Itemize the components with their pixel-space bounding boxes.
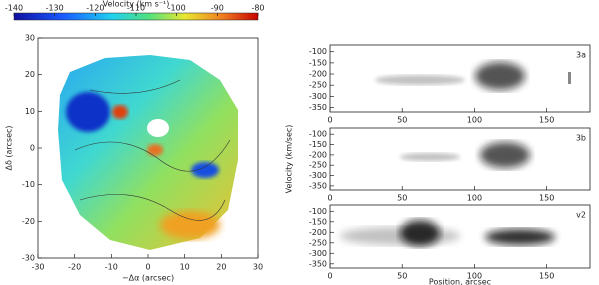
x-tick-label: -20 [68, 263, 81, 272]
x-axis-label: −Δα (arcsec) [122, 274, 174, 283]
y-tick-label: -200 [309, 228, 327, 237]
y-tick-label: 30 [25, 34, 35, 43]
y-tick-label: 10 [25, 107, 35, 116]
y-axis-label: Velocity (km/sec) [285, 125, 294, 194]
pv-images [340, 62, 571, 246]
x-tick-label: 100 [467, 116, 482, 125]
y-tick-label: -150 [309, 217, 327, 226]
y-tick-label: -20 [22, 217, 35, 226]
colorbar-tick-label: -110 [127, 4, 145, 13]
colorbar-tick-label: -140 [5, 4, 23, 13]
x-tick-label: 20 [216, 263, 226, 272]
x-tick-label: 50 [397, 272, 407, 281]
y-tick-label: -100 [309, 207, 327, 216]
y-tick-label: -200 [309, 150, 327, 159]
colorbar-tick-label: -130 [46, 4, 64, 13]
x-tick-label: 0 [327, 194, 332, 203]
axes-frame [329, 204, 591, 269]
map-image [58, 55, 238, 250]
y-tick-label: -250 [309, 238, 327, 247]
colorbar-tick-label: -80 [251, 4, 264, 13]
y-tick-label: -150 [309, 140, 327, 149]
x-tick-label: -10 [105, 263, 118, 272]
y-tick-label: -10 [22, 180, 35, 189]
y-tick-label: -350 [309, 103, 327, 112]
y-tick-label: -300 [309, 171, 327, 180]
y-tick-label: -300 [309, 249, 327, 258]
x-tick-label: 100 [467, 272, 482, 281]
colorbar-tick-label: -90 [211, 4, 224, 13]
y-tick-label: -250 [309, 81, 327, 90]
x-tick-label: 0 [327, 116, 332, 125]
x-tick-label: 10 [180, 263, 190, 272]
y-tick-label: -200 [309, 70, 327, 79]
x-tick-label: 50 [397, 116, 407, 125]
y-tick-label: 0 [30, 144, 35, 153]
panel-label: 3a [576, 51, 586, 60]
y-tick-label: -100 [309, 47, 327, 56]
x-axis-label: Position, arcsec [429, 278, 491, 285]
y-tick-label: -300 [309, 92, 327, 101]
colorbar-title: Velocity (km s⁻¹) [103, 0, 170, 9]
x-tick-label: -30 [31, 263, 44, 272]
x-tick-label: 150 [539, 116, 554, 125]
y-tick-label: -250 [309, 161, 327, 170]
y-tick-label: -30 [22, 254, 35, 263]
axes-frame [329, 127, 591, 191]
panel-label: v2 [576, 211, 586, 220]
y-tick-label: -350 [309, 259, 327, 268]
panel-label: 3b [576, 134, 586, 143]
x-tick-label: 0 [327, 272, 332, 281]
x-tick-label: 150 [539, 194, 554, 203]
colorbar-tick-label: -120 [86, 4, 104, 13]
y-tick-label: -350 [309, 181, 327, 190]
colorbar-tick-label: -100 [168, 4, 186, 13]
x-tick-label: 50 [397, 194, 407, 203]
y-tick-label: 20 [25, 70, 35, 79]
x-tick-label: 100 [467, 194, 482, 203]
y-tick-label: -100 [309, 130, 327, 139]
axes-frame [329, 44, 591, 113]
y-axis-label: Δδ (arcsec) [5, 125, 14, 170]
x-tick-label: 30 [253, 263, 263, 272]
x-tick-label: 150 [539, 272, 554, 281]
x-tick-label: 0 [145, 263, 150, 272]
y-tick-label: -150 [309, 58, 327, 67]
